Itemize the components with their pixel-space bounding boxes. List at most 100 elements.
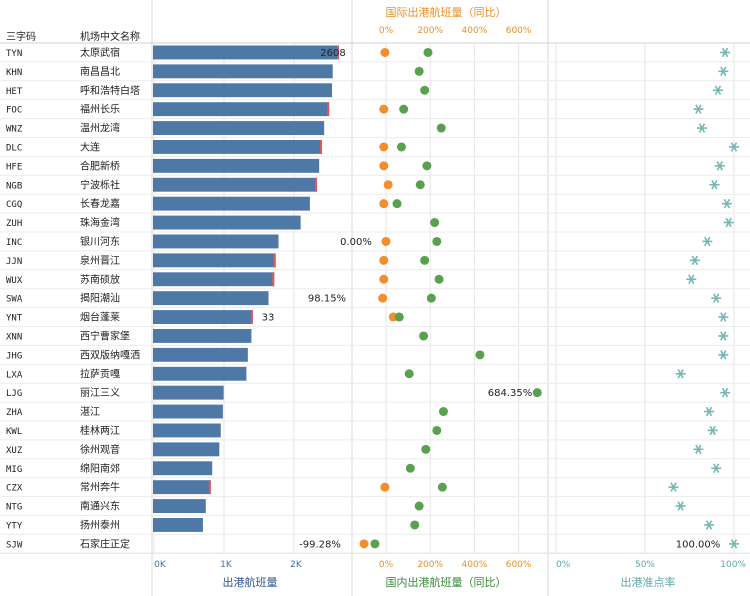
intl-growth-point bbox=[359, 539, 369, 549]
dom-growth-point bbox=[422, 161, 432, 171]
punctuality-point bbox=[689, 255, 700, 266]
departures-bar bbox=[153, 272, 275, 287]
punct-star-stroke bbox=[721, 47, 729, 58]
departures-bar bbox=[153, 480, 211, 495]
rows-layer: TYN 太原武宿 KHN 南昌昌北 HET 呼和浩特白塔 FOC 福州长乐 WNZ 温州龙湾 DLC… bbox=[6, 46, 140, 550]
row-name: 石家庄正定 bbox=[80, 537, 130, 550]
departures-bar bbox=[153, 442, 220, 457]
dom-growth-point bbox=[475, 350, 485, 360]
punctuality-point bbox=[696, 123, 707, 133]
row-code: DLC bbox=[6, 143, 22, 153]
departures-bar-accent bbox=[250, 310, 253, 324]
punct-star-stroke bbox=[705, 520, 713, 530]
punctuality-point bbox=[711, 293, 722, 303]
departures-bar-accent bbox=[315, 177, 318, 192]
punct-star-stroke bbox=[695, 104, 702, 114]
row-code: SJW bbox=[6, 540, 23, 550]
dom-growth-point bbox=[420, 255, 430, 265]
row-code: WUX bbox=[6, 276, 23, 286]
punctuality-point bbox=[693, 104, 704, 114]
intl-growth-point bbox=[383, 180, 393, 190]
departures-bar bbox=[153, 45, 339, 60]
row-code: WNZ bbox=[6, 125, 23, 135]
row-name: 扬州泰州 bbox=[80, 518, 120, 531]
intl-axis-title: 国际出港航班量（同比） bbox=[386, 5, 507, 19]
punctuality-point bbox=[693, 444, 704, 455]
punct-star-stroke bbox=[723, 198, 731, 209]
data-label: 2608 bbox=[320, 48, 345, 59]
row-name: 烟台蓬莱 bbox=[80, 311, 120, 324]
row-code: FOC bbox=[6, 106, 22, 116]
row-code: TYN bbox=[6, 49, 22, 59]
dom-growth-point bbox=[430, 218, 440, 228]
punct-star-stroke bbox=[691, 255, 699, 266]
punct-star-stroke bbox=[677, 501, 684, 511]
row-name: 呼和浩特白塔 bbox=[80, 84, 140, 97]
dom-growth-point bbox=[405, 463, 415, 473]
departures-bar bbox=[153, 140, 323, 154]
punct-star-stroke bbox=[713, 463, 720, 473]
intl-growth-point bbox=[379, 161, 389, 171]
data-label: 33 bbox=[262, 313, 275, 324]
departures-bar bbox=[153, 102, 330, 117]
punctuality-point bbox=[675, 369, 686, 379]
departures-tick-label: 0K bbox=[154, 560, 167, 570]
row-code: HFE bbox=[6, 162, 22, 172]
row-code: HET bbox=[6, 87, 23, 97]
intl-growth-point bbox=[379, 142, 389, 152]
row-name: 温州龙湾 bbox=[80, 122, 120, 135]
intl-tick-label: 600% bbox=[506, 26, 532, 36]
departures-bar bbox=[153, 215, 301, 230]
punct-star-stroke bbox=[720, 331, 727, 341]
intl-axis-ticks: 0% 200% 400% 600% bbox=[379, 26, 532, 36]
row-code: KWL bbox=[6, 427, 22, 437]
row-name: 长春龙嘉 bbox=[80, 197, 120, 210]
departures-axis-title: 出港航班量 bbox=[223, 575, 278, 589]
departures-bar bbox=[153, 385, 224, 400]
departures-bar bbox=[153, 499, 206, 513]
punctuality-point bbox=[718, 350, 729, 360]
departures-bar bbox=[153, 64, 333, 79]
row-code: JJN bbox=[6, 257, 22, 267]
punctuality-point bbox=[721, 198, 732, 209]
row-code: CZX bbox=[6, 484, 23, 494]
punct-star-stroke bbox=[695, 444, 702, 455]
row-name: 揭阳潮汕 bbox=[80, 292, 120, 305]
punctuality-point bbox=[729, 539, 739, 549]
punctuality-point bbox=[718, 66, 729, 77]
punct-star-stroke bbox=[725, 217, 732, 228]
intl-growth-point bbox=[379, 104, 389, 114]
row-name: 常州奔牛 bbox=[80, 481, 120, 494]
dom-growth-point bbox=[394, 312, 404, 322]
punct-star-stroke bbox=[721, 387, 729, 398]
dom-growth-point bbox=[423, 47, 433, 57]
row-name: 南昌昌北 bbox=[80, 65, 120, 78]
dom-growth-point bbox=[432, 236, 442, 246]
departures-bar-accent bbox=[273, 253, 276, 268]
departures-bar bbox=[153, 177, 318, 192]
departures-bar bbox=[153, 291, 269, 306]
row-name: 珠海金湾 bbox=[80, 216, 120, 229]
row-name: 桂林两江 bbox=[80, 424, 120, 437]
row-name: 湛江 bbox=[80, 406, 100, 418]
dom-growth-point bbox=[404, 369, 414, 379]
intl-growth-point bbox=[379, 255, 389, 265]
departures-bar bbox=[153, 461, 213, 476]
punctuality-point bbox=[668, 482, 679, 492]
header-name: 机场中文名称 bbox=[80, 30, 140, 43]
dom-tick-label: 600% bbox=[506, 560, 532, 570]
row-name: 丽江三义 bbox=[80, 387, 120, 399]
departures-bar bbox=[153, 158, 320, 173]
row-name: 南通兴东 bbox=[80, 500, 120, 513]
intl-growth-point bbox=[380, 482, 390, 492]
punctuality-point bbox=[702, 236, 713, 247]
row-name: 苏南硕放 bbox=[80, 273, 120, 286]
punctuality-point bbox=[686, 274, 697, 284]
punct-star-stroke bbox=[711, 180, 718, 190]
departures-bar bbox=[153, 253, 276, 268]
departures-bar bbox=[153, 121, 325, 135]
departures-bar bbox=[153, 518, 203, 532]
punct-star-stroke bbox=[713, 293, 720, 303]
row-name: 太原武宿 bbox=[80, 46, 120, 59]
